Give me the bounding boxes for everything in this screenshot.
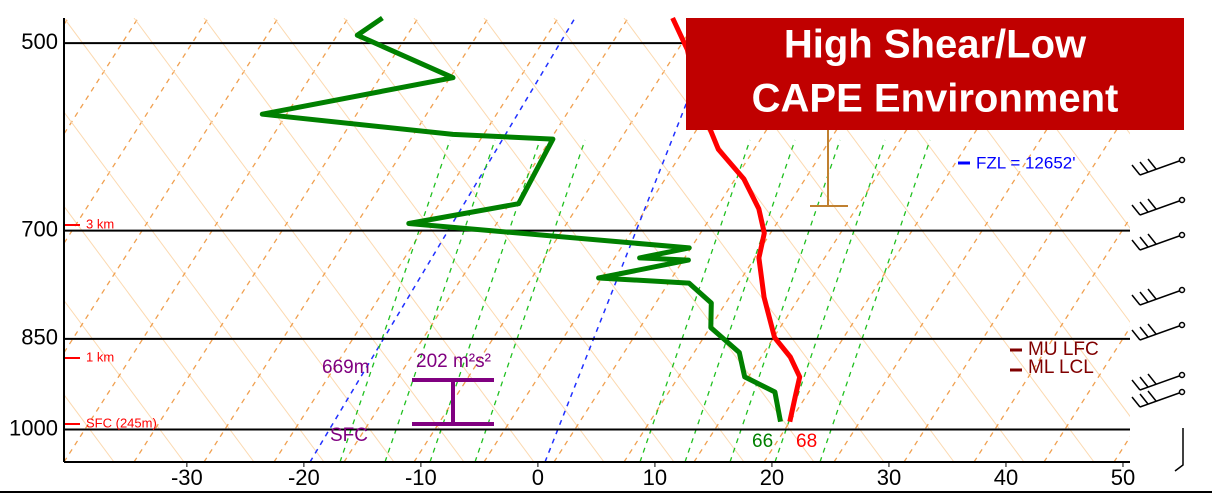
barb [1131,323,1183,341]
isotherm [203,18,489,462]
dry-adiabat [203,18,535,462]
x-tick-label: -10 [405,465,437,490]
barb [1131,158,1183,176]
barb-station [1178,321,1186,329]
lfc-label: MU LFC [1028,339,1099,360]
isotherm [973,217,1130,462]
sfc-label: SFC [330,425,368,446]
dry-adiabat [64,18,395,462]
lcl-label: ML LCL [1028,357,1094,378]
isotherm [64,18,209,245]
fzl-label: FZL = 12652' [976,153,1076,172]
x-tick-label: -20 [288,465,320,490]
isotherm [763,18,1049,462]
isotherm [343,18,629,462]
x-tick-label: 40 [994,465,1018,490]
barb-station [1178,286,1186,294]
x-tick-label: 10 [643,465,667,490]
isotherm [64,18,279,354]
barb-station [1178,388,1186,396]
dry-adiabat [64,205,255,462]
mixing-ratio [339,139,451,462]
isotherm [133,18,419,462]
isotherm [623,18,909,462]
height-label: 3 km [86,216,114,231]
mixing-ratio [819,139,931,462]
height-label: 1 km [86,349,114,364]
profile-line [259,15,783,423]
barb-station [1178,196,1186,204]
barb-station [1178,371,1186,379]
cape-bar [810,130,848,207]
x-tick-label: 30 [877,465,901,490]
y-tick-label: 500 [21,29,58,54]
dry-adiabat [133,18,465,462]
freezing-line [309,18,576,462]
wind-barbs [1131,156,1186,472]
isotherm [553,18,839,462]
background-lines [64,18,1212,462]
chart-title: CAPE Environment [752,77,1119,121]
barb [1131,390,1183,408]
dry-adiabat [623,18,955,462]
barb [1131,198,1183,216]
x-tick-label: 20 [760,465,784,490]
dry-adiabat [553,18,885,462]
mixing-ratio [774,139,886,462]
dry-adiabat [273,18,605,462]
isotherm [1184,18,1212,462]
helicity-bar [412,378,494,426]
dry-adiabat [483,18,815,462]
height-label: SFC (245m) [86,415,157,430]
x-tick-label: 50 [1111,465,1135,490]
temp-label: 68 [796,431,817,452]
mixing-ratio [684,139,796,462]
profiles [64,15,1130,431]
helicity-label: 202 m²s² [416,351,491,372]
barb-station [1178,156,1186,164]
y-tick-label: 850 [21,325,58,350]
isotherm [693,18,979,462]
dry-adiabat [343,18,675,462]
barb-station [1178,231,1186,239]
barb [1131,233,1183,251]
barb [1174,428,1184,472]
dry-adiabat [64,111,325,462]
barb [1131,288,1183,306]
isotherm [833,18,1119,462]
dry-adiabat [1184,18,1212,462]
x-tick-label: 0 [532,465,544,490]
barb [1131,373,1183,391]
x-tick-label: -30 [171,465,203,490]
mixing-ratio [639,139,751,462]
dewpoint-label: 66 [752,431,773,452]
isotherm [413,18,699,462]
isotherm [903,107,1130,462]
dry-adiabat [64,299,185,462]
isotherm [64,18,349,462]
mixing-ratio [384,139,496,462]
mixing-ratio [729,139,841,462]
y-tick-label: 1000 [9,415,58,440]
y-tick-label: 700 [21,216,58,241]
depth-label: 669m [322,357,370,378]
chart-title: High Shear/Low [784,23,1087,67]
mixing-ratio [474,139,586,462]
title-box [686,18,1184,130]
